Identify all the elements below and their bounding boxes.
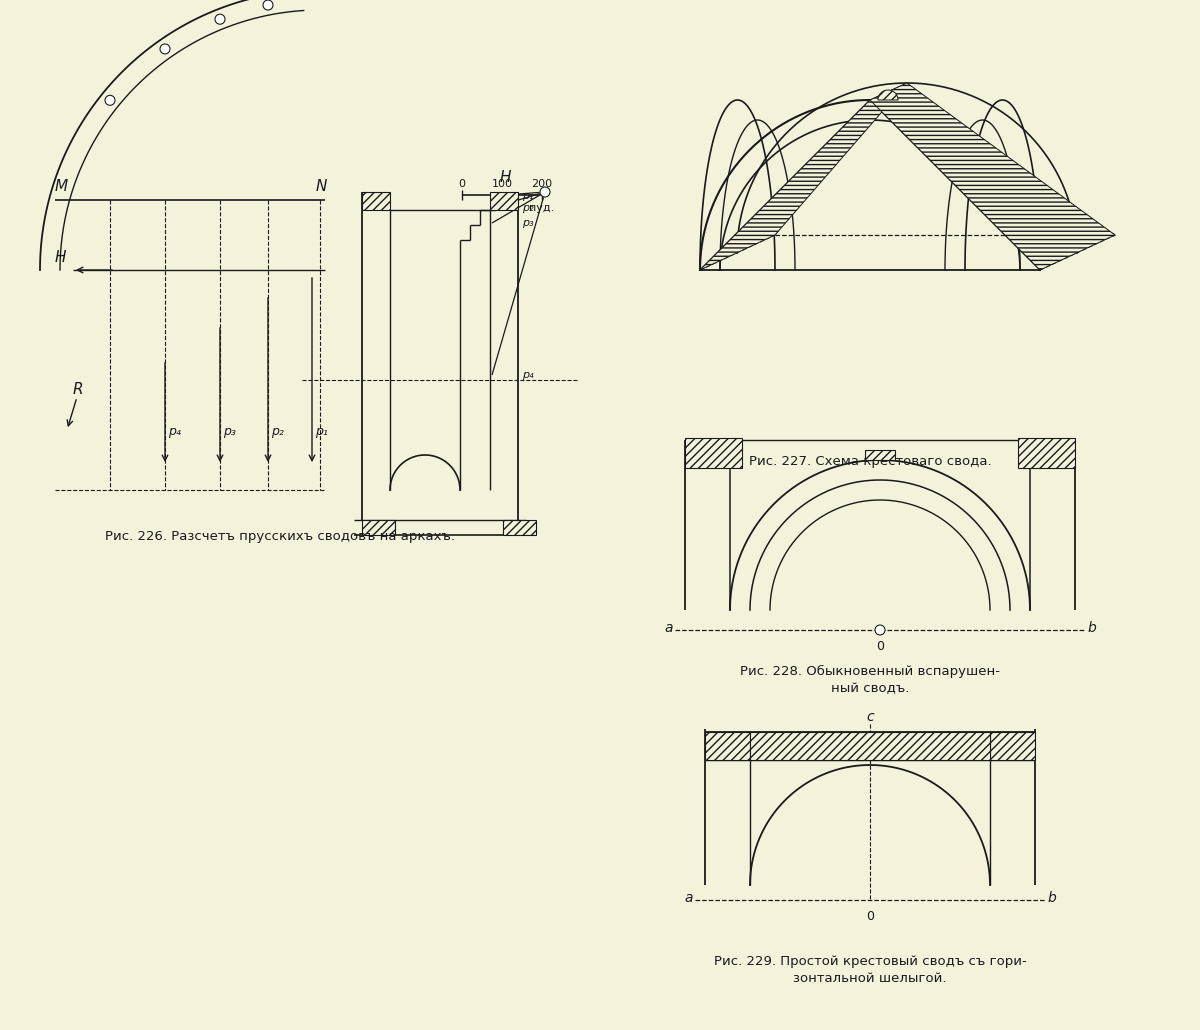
Circle shape [104,96,115,105]
Bar [490,192,518,210]
Text: N: N [316,179,328,194]
Text: 0: 0 [866,909,874,923]
Circle shape [160,44,170,54]
Text: p₃: p₃ [223,425,236,438]
Bar [503,520,536,535]
Text: p₄: p₄ [168,425,181,438]
Text: 100: 100 [492,179,512,188]
Text: a: a [684,891,694,905]
Text: Рис. 228. Обыкновенный вспарушен-: Рис. 228. Обыкновенный вспарушен- [740,665,1000,678]
Text: p₂: p₂ [522,203,534,213]
Text: b: b [1087,621,1096,636]
Bar [990,732,1034,760]
Text: p₁: p₁ [314,425,328,438]
Text: 0: 0 [876,640,884,653]
Text: c: c [866,710,874,724]
Bar [706,732,750,760]
Text: p₂: p₂ [271,425,284,438]
Text: p₁: p₁ [522,191,534,201]
Polygon shape [870,83,1115,270]
Text: Рис. 227. Схема крестоваго свода.: Рис. 227. Схема крестоваго свода. [749,455,991,468]
Text: a: a [665,621,673,636]
Polygon shape [878,90,898,100]
Text: ный сводъ.: ный сводъ. [830,682,910,695]
Circle shape [875,625,886,636]
Circle shape [540,187,550,197]
Text: 0: 0 [458,179,466,188]
Text: пуд.: пуд. [529,203,554,213]
Bar [362,520,395,535]
Bar [750,732,990,760]
Bar [1018,438,1075,468]
Polygon shape [700,83,907,270]
Text: b: b [1046,891,1056,905]
Text: H: H [500,170,511,185]
Text: зонтальной шелыгой.: зонтальной шелыгой. [793,972,947,985]
Bar [865,450,895,460]
Text: p₃: p₃ [522,218,534,228]
Bar [685,438,742,468]
Circle shape [215,14,226,24]
Bar [362,192,390,210]
Text: Рис. 226. Разсчетъ прусскихъ сводовъ на аркахъ.: Рис. 226. Разсчетъ прусскихъ сводовъ на … [106,530,455,543]
Text: Рис. 229. Простой крестовый сводъ съ гори-: Рис. 229. Простой крестовый сводъ съ гор… [714,955,1026,968]
Text: H: H [55,250,66,265]
Text: M: M [55,179,68,194]
Text: R: R [73,382,84,398]
Circle shape [263,0,274,10]
Text: p₄: p₄ [522,370,534,380]
Text: 200: 200 [532,179,552,188]
